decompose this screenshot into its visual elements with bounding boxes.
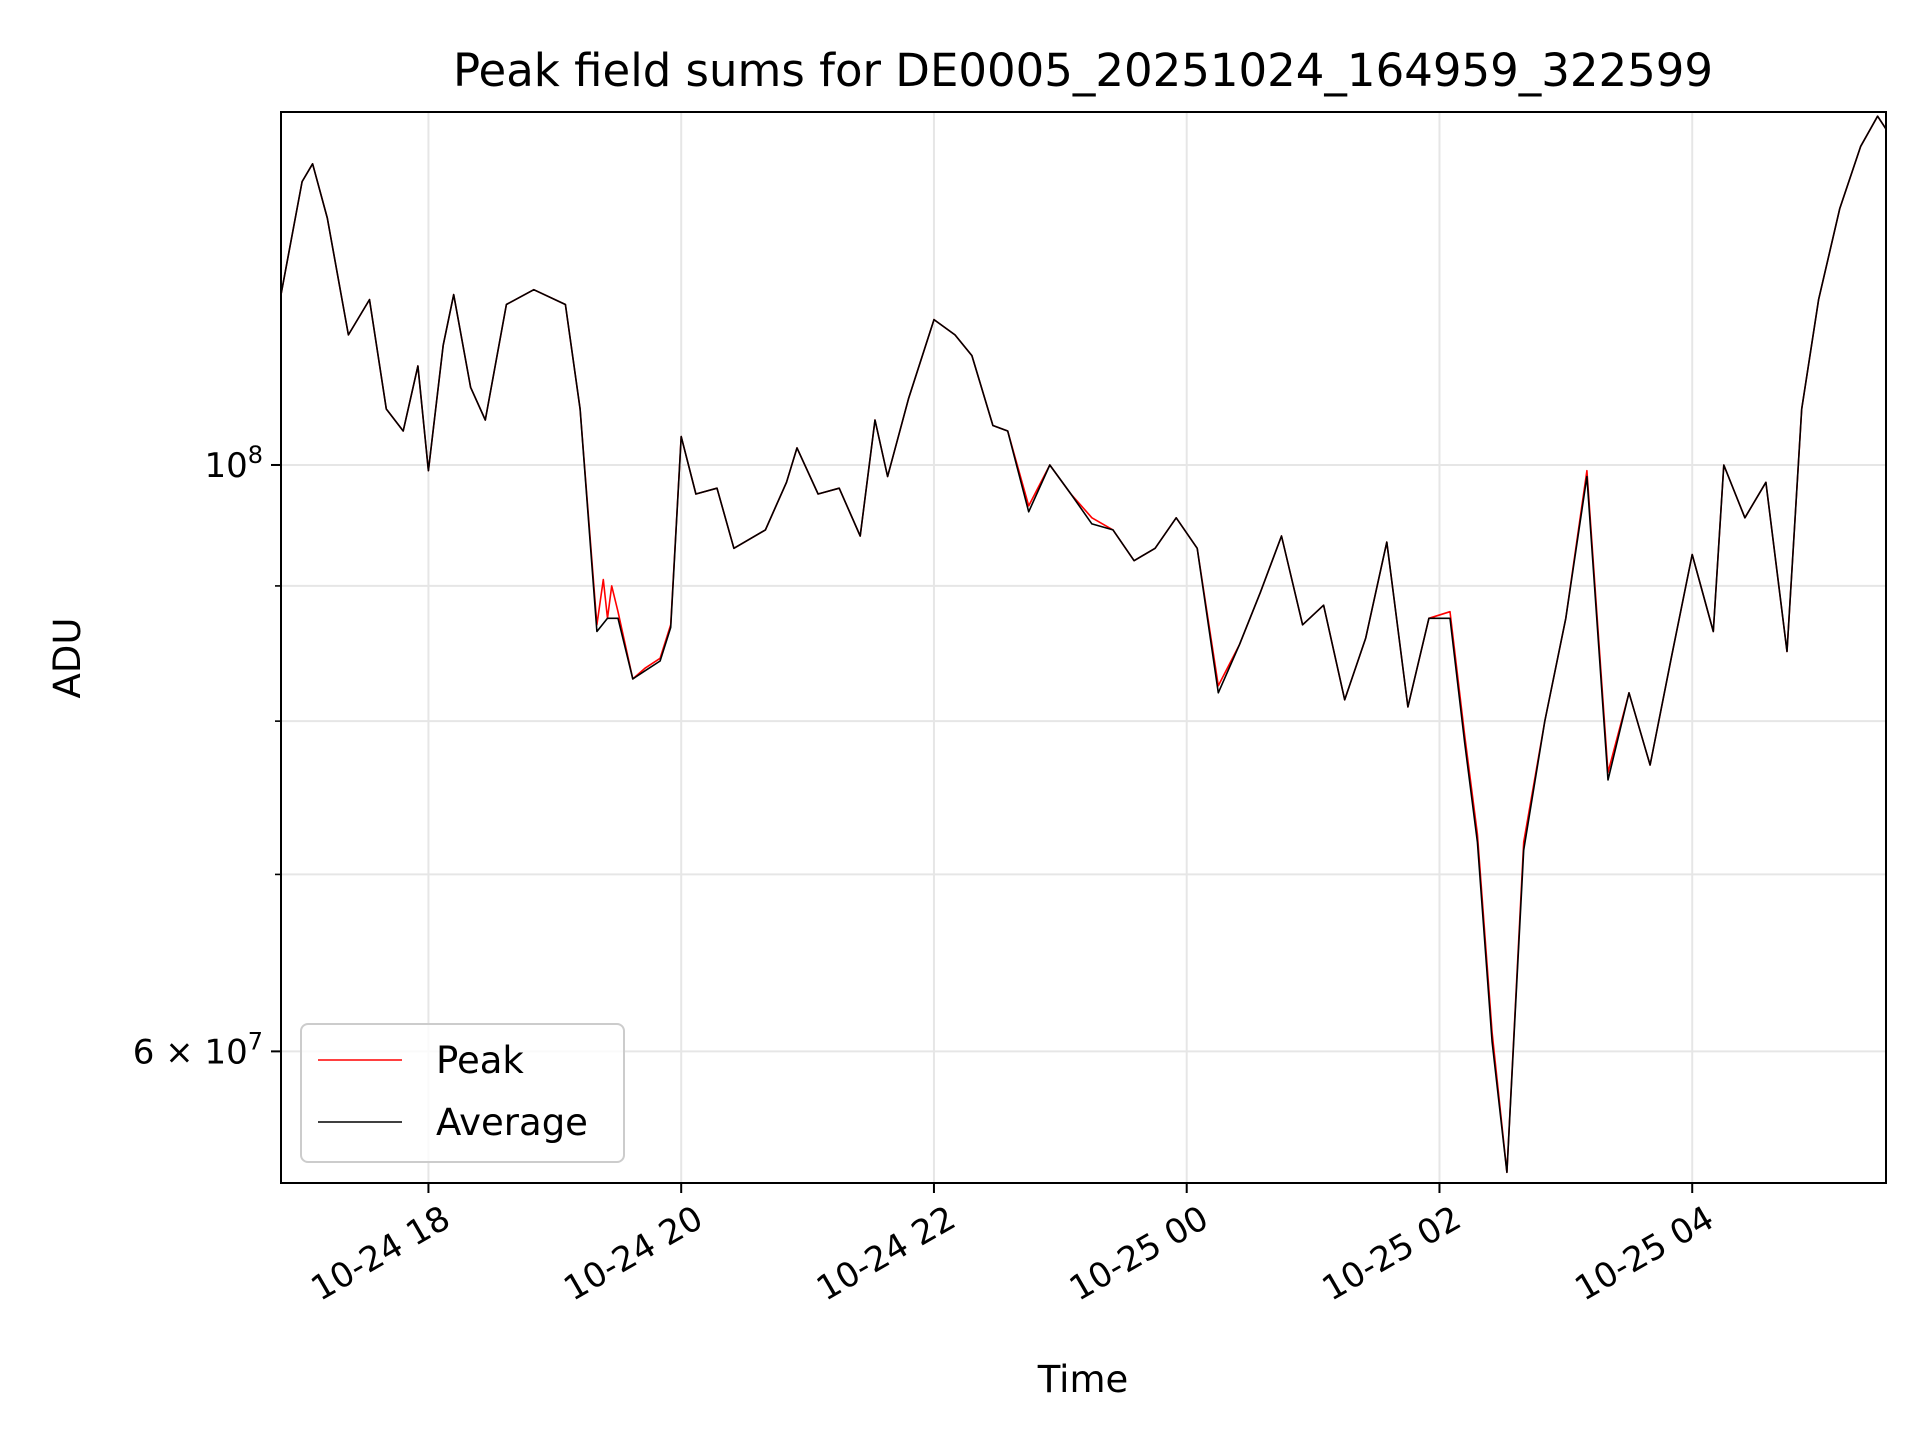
- y-axis-label: ADU: [46, 618, 89, 699]
- legend-label-average: Average: [436, 1101, 588, 1144]
- series-layer: [280, 115, 1887, 1174]
- x-axis-label: Time: [1037, 1358, 1129, 1401]
- legend-label-peak: Peak: [436, 1039, 524, 1082]
- legend: Peak Average: [300, 1023, 625, 1163]
- y-tick-label: 6 × 107: [133, 1027, 263, 1072]
- chart-title: Peak field sums for DE0005_20251024_1649…: [453, 44, 1713, 97]
- legend-frame: [300, 1023, 625, 1163]
- y-tick-label: 108: [204, 441, 263, 486]
- plot-frame: [280, 111, 1887, 1184]
- series-line-average: [280, 115, 1887, 1174]
